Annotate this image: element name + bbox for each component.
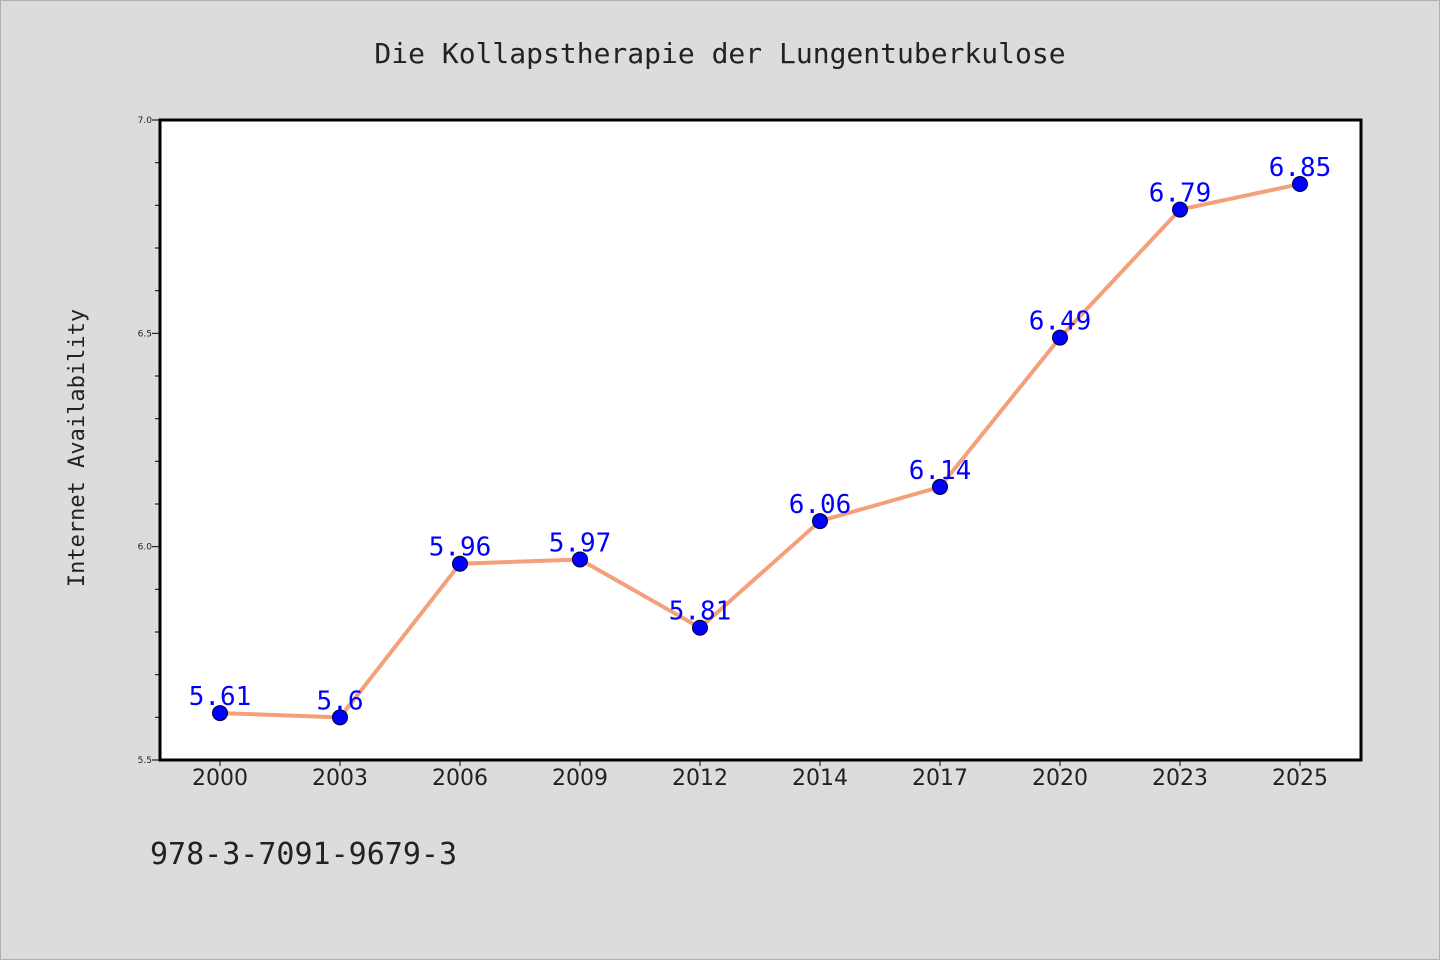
data-point: [212, 705, 228, 722]
data-point: [1292, 176, 1308, 192]
x-tick-label: 2023: [1152, 766, 1208, 791]
y-tick-label: 6.5: [138, 329, 152, 339]
y-axis-ticks: 5.5 6.0 6.5 7.0: [138, 116, 160, 766]
x-tick-label: 2009: [552, 766, 608, 791]
plot-area: [158, 118, 1363, 762]
y-axis-label: Internet Availability: [65, 309, 90, 587]
data-label: 6.49: [1029, 307, 1092, 337]
x-tick-label: 2000: [192, 766, 248, 791]
x-tick-label: 2012: [672, 766, 728, 791]
data-point: [452, 555, 468, 572]
x-tick-label: 2025: [1272, 766, 1328, 791]
y-tick-label: 5.5: [138, 756, 152, 766]
data-label: 5.97: [549, 528, 612, 558]
data-point: [812, 513, 828, 530]
footnote-isbn: 978-3-7091-9679-3: [150, 837, 457, 872]
y-tick-label: 7.0: [138, 116, 153, 126]
chart-title: Die Kollapstherapie der Lungentuberkulos…: [374, 37, 1065, 70]
data-label: 5.81: [669, 597, 732, 627]
data-markers: [212, 176, 1308, 726]
series-line-group: [218, 182, 1302, 720]
data-label: 5.61: [189, 682, 252, 712]
data-point: [1172, 201, 1188, 218]
data-label: 6.14: [909, 456, 972, 486]
data-label: 5.96: [429, 533, 492, 563]
series-line: [218, 182, 1302, 720]
data-point: [332, 709, 348, 726]
x-tick-label: 2003: [312, 766, 368, 791]
data-point: [692, 619, 708, 636]
data-label: 5.6: [317, 686, 364, 716]
y-tick-label: 6.0: [138, 543, 153, 553]
data-labels: 5.61 5.6 5.96 5.97 5.81 6.06 6.14 6.49 6.79 6.85: [189, 153, 1332, 716]
x-tick-label: 2014: [792, 766, 848, 791]
x-tick-label: 2017: [912, 766, 968, 791]
data-label: 6.85: [1269, 153, 1332, 183]
x-axis-ticks: 2000 2003 2006 2009 2012 2014 2017 2020 2023 2025: [192, 760, 1328, 791]
x-tick-label: 2020: [1032, 766, 1088, 791]
data-label: 6.06: [789, 490, 852, 520]
x-tick-label: 2006: [432, 766, 488, 791]
data-label: 6.79: [1149, 179, 1212, 209]
data-point: [1052, 329, 1068, 346]
data-point: [932, 478, 948, 495]
data-point: [572, 551, 588, 568]
